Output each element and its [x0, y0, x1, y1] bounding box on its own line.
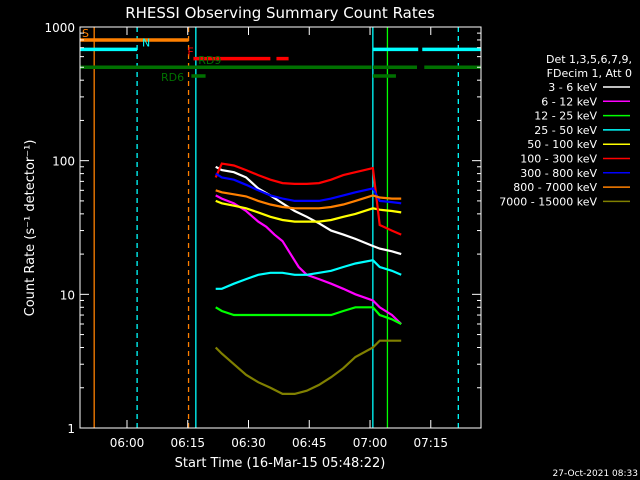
legend-label-800-7000-kev: 800 - 7000 keV — [513, 181, 597, 194]
chart-title: RHESSI Observing Summary Count Rates — [125, 4, 435, 22]
state-label-n: N — [142, 36, 150, 49]
series-line-300-800-kev — [215, 172, 402, 205]
legend-header-line-1: Det 1,3,5,6,7,9, — [546, 53, 632, 66]
series-line-25-50-kev — [215, 259, 402, 290]
x-tick-label-06-00: 06:00 — [110, 436, 145, 450]
legend-label-7000-15000-kev: 7000 - 15000 keV — [499, 195, 597, 208]
x-axis-label: Start Time (16-Mar-15 05:48:22) — [175, 456, 386, 471]
legend-header-line-2: FDecim 1, Att 0 — [547, 67, 632, 80]
x-tick-label-06-15: 06:15 — [170, 436, 205, 450]
legend: Det 1,3,5,6,7,9, FDecim 1, Att 0 3 - 6 k… — [499, 53, 632, 208]
x-tick-label-06-30: 06:30 — [231, 436, 266, 450]
series-line-7000-15000-kev — [214, 339, 402, 395]
legend-label-25-50-kev: 25 - 50 keV — [534, 124, 597, 137]
legend-label-300-800-kev: 300 - 800 keV — [520, 167, 597, 180]
x-tick-label-07-15: 07:15 — [413, 436, 448, 450]
y-axis-label: Count Rate (s⁻¹ detector⁻¹) — [23, 140, 38, 317]
state-label-rd6: RD6 — [161, 71, 184, 84]
state-bars: S N F RD9 RD6 — [80, 27, 481, 84]
series-group — [214, 162, 402, 395]
state-label-f: F — [187, 46, 193, 59]
footer-timestamp: 27-Oct-2021 08:33 — [553, 469, 638, 479]
x-tick-label-06-45: 06:45 — [292, 436, 327, 450]
legend-label-100-300-kev: 100 - 300 keV — [520, 153, 597, 166]
series-line-800-7000-kev — [215, 189, 402, 210]
series-line-12-25-kev — [215, 306, 402, 325]
y-axis-ticks: 1 10 100 1000 — [44, 21, 481, 436]
series-line-100-300-kev — [214, 162, 402, 236]
state-label-rd9: RD9 — [198, 54, 221, 67]
x-axis-ticks: 06:00 06:15 06:30 06:45 07:00 07:15 — [110, 27, 448, 450]
y-tick-label-1000: 1000 — [44, 21, 75, 35]
legend-label-12-25-kev: 12 - 25 keV — [534, 110, 597, 123]
series-line-6-12-kev — [215, 194, 402, 325]
legend-label-6-12-kev: 6 - 12 keV — [541, 95, 597, 108]
state-label-s: S — [82, 27, 89, 40]
y-tick-label-100: 100 — [52, 155, 75, 169]
plot-frame — [79, 26, 482, 429]
legend-label-50-100-kev: 50 - 100 keV — [527, 138, 597, 151]
y-tick-label-10: 10 — [60, 288, 75, 302]
legend-label-3-6-kev: 3 - 6 keV — [548, 81, 597, 94]
y-tick-label-1: 1 — [67, 422, 75, 436]
series-line-3-6-kev — [215, 165, 402, 256]
series-line-50-100-kev — [215, 199, 402, 223]
x-tick-label-07-00: 07:00 — [353, 436, 388, 450]
